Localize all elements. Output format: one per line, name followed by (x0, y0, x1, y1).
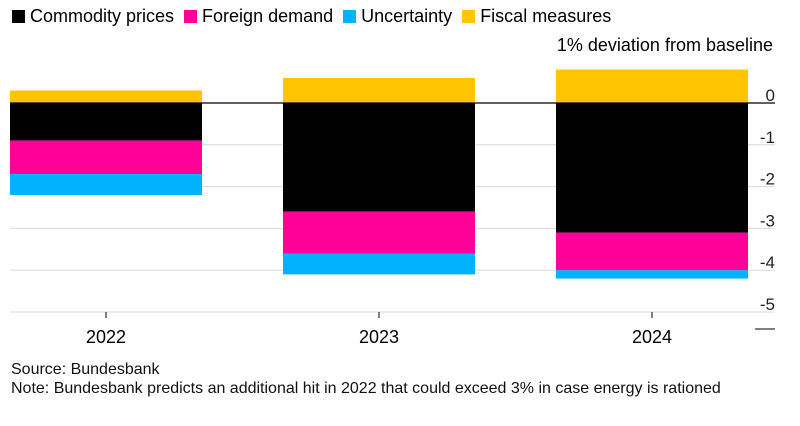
y-tick-label: -5 (760, 295, 775, 314)
legend-label: Foreign demand (202, 6, 334, 26)
bar-segment-commodity-prices-2023 (283, 103, 475, 212)
bar-segment-foreign-demand-2024 (556, 232, 748, 271)
legend-swatch-foreign-demand (184, 9, 198, 23)
note-text: Note: Bundesbank predicts an additional … (11, 380, 721, 397)
legend-item-uncertainty: Uncertainty (343, 5, 452, 27)
bar-segment-uncertainty-2023 (283, 253, 475, 275)
legend-swatch-commodity-prices (12, 9, 25, 23)
y-tick-label: -4 (760, 253, 775, 272)
y-tick-label: -1 (760, 128, 775, 147)
bar-segment-commodity-prices-2024 (556, 103, 748, 233)
legend-swatch-uncertainty (343, 9, 357, 23)
footer: Source: Bundesbank Note: Bundesbank pred… (11, 360, 721, 398)
bars (10, 69, 748, 279)
y-tick-label: -2 (760, 170, 775, 189)
x-tick-label: 2022 (86, 327, 126, 347)
bar-segment-foreign-demand-2023 (283, 211, 475, 254)
legend-swatch-fiscal-measures (462, 9, 476, 23)
y-axis-unit-label: 1% deviation from baseline (556, 35, 773, 55)
legend-label: Uncertainty (361, 6, 453, 26)
source-text: Source: Bundesbank (11, 361, 160, 378)
legend-item-foreign-demand: Foreign demand (184, 5, 333, 27)
bar-segment-commodity-prices-2022 (10, 103, 202, 141)
x-tick-label: 2024 (632, 327, 672, 347)
x-tick-label: 2023 (359, 327, 399, 347)
bar-segment-fiscal-measures-2023 (283, 77, 475, 103)
bar-segment-fiscal-measures-2022 (10, 90, 202, 103)
legend-item-fiscal-measures: Fiscal measures (462, 5, 611, 27)
legend-label: Commodity prices (30, 6, 175, 26)
bar-segment-uncertainty-2022 (10, 174, 202, 195)
legend-label: Fiscal measures (480, 6, 612, 26)
y-tick-label: -3 (760, 211, 775, 230)
y-tick-label: 0 (766, 86, 775, 105)
bar-segment-foreign-demand-2022 (10, 140, 202, 175)
legend-item-commodity-prices: Commodity prices (12, 5, 174, 27)
bar-segment-uncertainty-2024 (556, 270, 748, 279)
legend: Commodity prices Foreign demand Uncertai… (12, 5, 611, 27)
axes: 0 -1 -2 -3 -4 -5 2022 2023 2024 (10, 86, 775, 347)
bar-segment-fiscal-measures-2024 (556, 69, 748, 103)
